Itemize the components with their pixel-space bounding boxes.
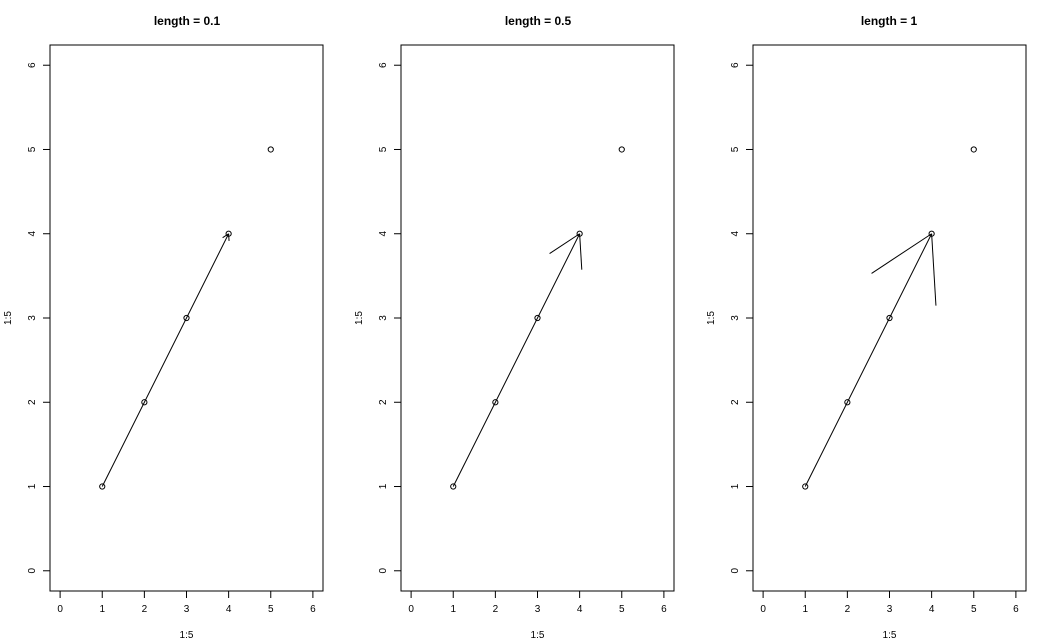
data-point xyxy=(844,399,851,406)
data-point xyxy=(618,146,625,153)
x-tick-label: 5 xyxy=(619,604,625,615)
y-tick-label: 4 xyxy=(730,231,741,237)
arrow-head-barb xyxy=(549,233,580,254)
y-tick-label: 0 xyxy=(730,568,741,574)
x-tick-label: 2 xyxy=(845,604,851,615)
y-tick-label: 1 xyxy=(27,483,38,489)
x-tick-label: 5 xyxy=(971,604,977,615)
data-point xyxy=(267,146,274,153)
x-tick-label: 3 xyxy=(184,604,190,615)
y-tick-label: 0 xyxy=(27,568,38,574)
arrow-shaft xyxy=(101,233,230,487)
x-tick-label: 4 xyxy=(929,604,935,615)
y-tick-label: 6 xyxy=(730,62,741,68)
y-tick-label: 5 xyxy=(378,146,389,152)
panel-2: length = 0.5 0 1 2 3 4 5 6 0 1 2 3 4 5 6 1:5 1:5 xyxy=(354,14,675,641)
data-point xyxy=(225,230,232,237)
y-axis-label: 1:5 xyxy=(3,311,14,325)
panel-title: length = 0.1 xyxy=(154,14,221,28)
x-tick-label: 1 xyxy=(802,604,808,615)
data-point xyxy=(534,314,541,322)
y-tick-label: 5 xyxy=(730,146,741,152)
data-point xyxy=(492,399,499,406)
y-tick-label: 2 xyxy=(27,399,38,405)
panel-title: length = 1 xyxy=(861,14,918,28)
data-point xyxy=(99,483,106,490)
data-point xyxy=(970,146,977,153)
x-tick-label: 0 xyxy=(408,604,414,615)
arrow-shaft xyxy=(452,233,581,487)
x-tick-label: 3 xyxy=(535,604,541,615)
data-point xyxy=(928,230,935,237)
y-tick-label: 4 xyxy=(378,231,389,237)
y-tick-label: 3 xyxy=(378,315,389,321)
y-axis-label: 1:5 xyxy=(706,311,717,325)
x-tick-label: 2 xyxy=(493,604,499,615)
y-tick-label: 6 xyxy=(27,62,38,68)
x-tick-label: 1 xyxy=(99,604,105,615)
panel-title: length = 0.5 xyxy=(505,14,572,28)
data-point xyxy=(183,314,190,322)
x-axis-label: 1:5 xyxy=(180,630,194,641)
y-tick-label: 1 xyxy=(378,483,389,489)
data-point xyxy=(141,399,148,406)
x-tick-label: 4 xyxy=(577,604,583,615)
x-axis-label: 1:5 xyxy=(883,630,897,641)
x-tick-label: 2 xyxy=(142,604,148,615)
y-tick-label: 4 xyxy=(27,231,38,237)
x-tick-label: 5 xyxy=(268,604,274,615)
data-point xyxy=(802,483,809,490)
arrow-head-barb xyxy=(579,233,583,270)
y-tick-label: 2 xyxy=(730,399,741,405)
x-tick-label: 3 xyxy=(887,604,893,615)
x-tick-label: 6 xyxy=(661,604,667,615)
arrow-head-barb xyxy=(931,233,937,306)
x-tick-label: 0 xyxy=(760,604,766,615)
y-tick-label: 3 xyxy=(730,315,741,321)
data-point xyxy=(450,483,457,490)
x-tick-label: 4 xyxy=(226,604,232,615)
y-tick-label: 1 xyxy=(730,483,741,489)
panel-3: length = 1 0 1 2 3 4 5 6 0 1 2 3 4 5 6 1:5 1:5 xyxy=(706,14,1027,641)
y-tick-label: 3 xyxy=(27,315,38,321)
data-point xyxy=(576,230,583,237)
arrow-shaft xyxy=(804,233,933,487)
x-tick-label: 1 xyxy=(450,604,456,615)
x-tick-label: 6 xyxy=(310,604,316,615)
arrow-head-barb xyxy=(871,233,932,274)
arrow-head-barb xyxy=(222,233,229,239)
y-tick-label: 2 xyxy=(378,399,389,405)
x-tick-label: 0 xyxy=(57,604,63,615)
y-tick-label: 5 xyxy=(27,146,38,152)
x-tick-label: 6 xyxy=(1013,604,1019,615)
y-tick-label: 0 xyxy=(378,568,389,574)
y-tick-label: 6 xyxy=(378,62,389,68)
x-axis-label: 1:5 xyxy=(531,630,545,641)
data-point xyxy=(886,314,893,322)
y-axis-label: 1:5 xyxy=(354,311,365,325)
panel-1: length = 0.1 0 1 2 3 4 5 6 0 1 2 3 4 5 6 1:5 1:5 xyxy=(3,14,324,641)
